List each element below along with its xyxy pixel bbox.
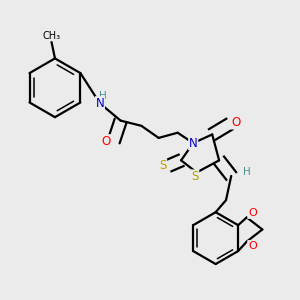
Text: O: O [231, 116, 240, 129]
Text: CH₃: CH₃ [42, 31, 61, 40]
Text: O: O [248, 208, 257, 218]
Text: N: N [95, 97, 104, 110]
Text: H: H [243, 167, 250, 177]
Text: S: S [159, 159, 166, 172]
Text: S: S [191, 170, 199, 183]
Text: O: O [101, 135, 111, 148]
Text: O: O [248, 241, 257, 251]
Text: H: H [99, 91, 106, 101]
Text: N: N [189, 136, 198, 150]
